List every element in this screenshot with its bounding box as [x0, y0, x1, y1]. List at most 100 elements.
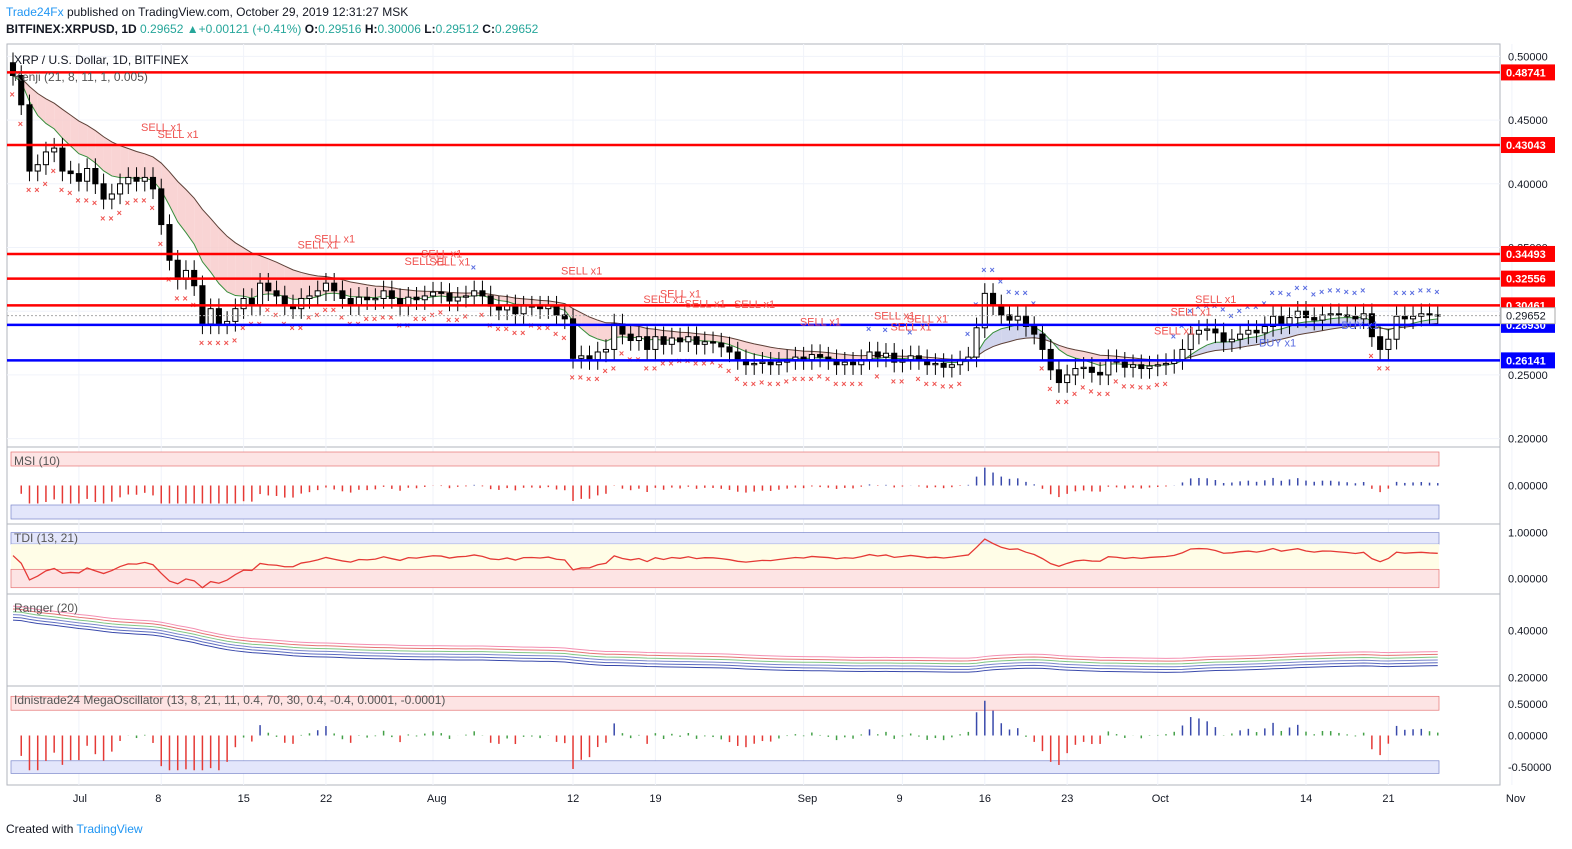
candle	[1278, 315, 1285, 325]
candle	[1187, 333, 1194, 350]
candle	[215, 308, 222, 325]
kenji-cloud	[54, 103, 63, 139]
kenji-cloud	[103, 136, 112, 176]
buy-marker: ×	[998, 277, 1003, 287]
sell-marker: ×	[430, 310, 435, 320]
kenji-cloud	[704, 334, 714, 342]
candle	[454, 296, 461, 302]
candle	[421, 295, 428, 301]
level-price-label: 0.48741	[1506, 67, 1546, 79]
panel-tick-label: 0.00000	[1508, 731, 1548, 743]
sell-marker: ×	[726, 366, 731, 376]
kenji-cloud	[1075, 349, 1084, 361]
sell-marker: ×	[438, 308, 443, 318]
sell-marker: ×	[652, 364, 657, 374]
candle	[364, 296, 371, 301]
buy-marker: ×	[1319, 287, 1324, 297]
sell-marker: ×	[751, 379, 756, 389]
candle	[59, 147, 66, 172]
buy-marker: ×	[1360, 286, 1365, 296]
candle	[561, 314, 568, 320]
candle	[51, 147, 58, 153]
panel-tick-label: 0.20000	[1508, 672, 1548, 684]
candle	[817, 354, 824, 358]
author-link[interactable]: Trade24Fx	[6, 5, 64, 19]
candle	[133, 176, 140, 182]
panel-tick-label: 0.00000	[1508, 481, 1548, 493]
kenji-cloud	[177, 181, 186, 233]
candle	[520, 305, 527, 315]
kenji-cloud	[1289, 323, 1298, 338]
sell-signal-label: SELL x1	[1154, 325, 1195, 337]
sell-signal-label: SELL x1	[1195, 294, 1236, 306]
kenji-cloud	[762, 345, 771, 358]
sell-marker: ×	[1113, 376, 1118, 386]
sell-marker: ×	[108, 213, 113, 223]
candle	[989, 292, 997, 306]
buy-marker: ×	[981, 265, 986, 275]
sell-signal-label: SELL x1	[660, 288, 701, 300]
sell-marker: ×	[34, 185, 39, 195]
candle	[224, 320, 231, 325]
kenji-cloud	[161, 163, 170, 206]
kenji-cloud	[185, 189, 195, 245]
candle	[948, 364, 955, 368]
buy-marker: ×	[1352, 288, 1357, 298]
candle	[882, 352, 890, 358]
sell-marker: ×	[1064, 397, 1069, 407]
kenji-cloud	[1240, 337, 1249, 348]
kenji-cloud	[136, 151, 145, 179]
candle	[67, 170, 74, 175]
level-price-tag	[1501, 64, 1555, 81]
candle	[429, 291, 437, 297]
candle	[108, 193, 115, 200]
sell-marker: ×	[784, 376, 789, 386]
x-tick-label: 21	[1382, 793, 1394, 805]
candle	[1410, 315, 1417, 320]
buy-signal-label: BUY x1	[1341, 320, 1378, 332]
kenji-cloud	[128, 148, 137, 179]
tradingview-logo[interactable]: TradingView	[76, 822, 143, 836]
sell-marker: ×	[874, 371, 879, 381]
candle	[1302, 310, 1310, 319]
candle	[331, 282, 338, 292]
candle	[775, 361, 782, 366]
sell-marker: ×	[67, 188, 72, 198]
sell-marker: ×	[775, 379, 780, 389]
sell-marker: ×	[84, 195, 89, 205]
candle	[388, 290, 395, 299]
candle	[767, 361, 774, 366]
sell-marker: ×	[932, 379, 937, 389]
candle	[709, 341, 717, 344]
price-tick-label: 0.25000	[1508, 370, 1548, 382]
candle	[306, 295, 313, 299]
sell-marker: ×	[817, 371, 822, 381]
kenji-cloud	[218, 227, 228, 292]
sell-marker: ×	[207, 338, 212, 348]
candle	[257, 282, 264, 306]
candle	[125, 176, 132, 185]
sell-marker: ×	[1377, 364, 1382, 374]
sell-signal-label: SELL x1	[800, 316, 841, 328]
buy-marker: ×	[1286, 289, 1291, 299]
sell-marker: ×	[924, 379, 929, 389]
candle	[1138, 364, 1145, 370]
sell-marker: ×	[1039, 364, 1044, 374]
sell-marker: ×	[957, 379, 962, 389]
buy-marker: ×	[1253, 302, 1258, 312]
sell-marker: ×	[479, 310, 484, 320]
close-value: 0.29652	[494, 22, 539, 36]
sell-marker: ×	[339, 313, 344, 323]
kenji-cloud	[754, 343, 763, 356]
candle	[652, 336, 659, 350]
candle	[874, 351, 881, 358]
candle	[1212, 328, 1219, 334]
sell-marker: ×	[174, 294, 179, 304]
candle	[1129, 364, 1137, 368]
candle	[751, 362, 758, 366]
buy-marker: ×	[1410, 288, 1415, 298]
x-tick-label: 22	[320, 793, 332, 805]
sell-marker: ×	[570, 373, 575, 383]
kenji-cloud	[400, 289, 409, 299]
